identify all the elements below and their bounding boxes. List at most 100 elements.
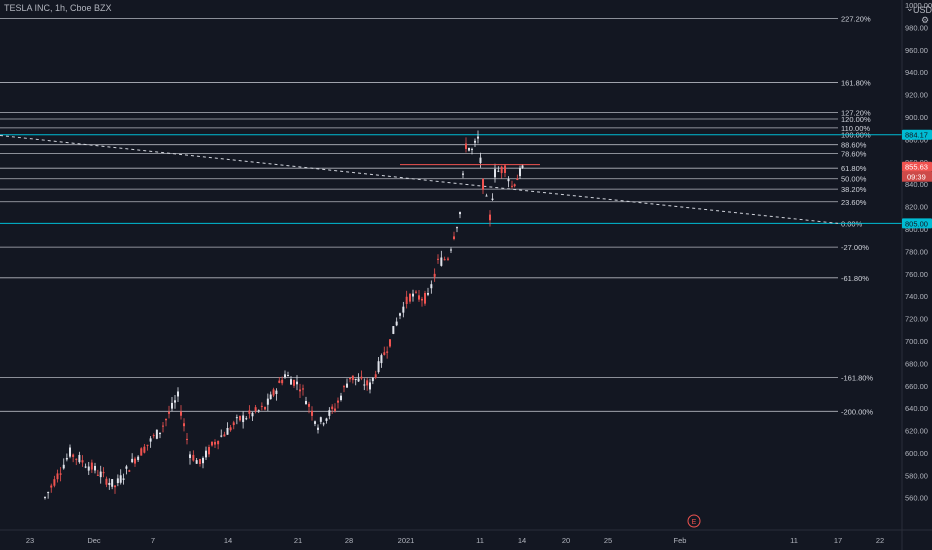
time-tick-label: 11 (476, 536, 484, 545)
candle-body (143, 446, 146, 453)
candle-body (284, 374, 286, 378)
candle-body (84, 466, 87, 468)
candle-body (427, 293, 429, 295)
candle-body (380, 355, 383, 364)
candle-body (94, 465, 96, 471)
candle-body (72, 454, 75, 457)
price-tag-label: 855.63 (905, 163, 928, 172)
candle-body (328, 410, 331, 416)
candle-body (140, 448, 143, 456)
candle-body (134, 458, 136, 464)
time-tick-label: 25 (604, 536, 612, 545)
candle-body (374, 374, 377, 378)
candle-body (87, 466, 90, 471)
candle-body (217, 440, 220, 445)
chevron-down-icon[interactable]: ⌄ (906, 3, 914, 13)
candle-body (456, 227, 458, 229)
candle-body (305, 400, 307, 405)
candle-body (229, 427, 232, 431)
candle-body (254, 407, 257, 412)
price-tag-badge (902, 129, 932, 140)
candle-body (257, 410, 260, 412)
candle-body (395, 321, 398, 326)
time-tick-label: 14 (224, 536, 232, 545)
candle-body (146, 444, 149, 446)
countdown-badge (902, 171, 932, 182)
price-tick-label: 740.00 (905, 292, 928, 301)
candle-body (53, 479, 56, 486)
fib-level-label: 88.60% (841, 141, 867, 150)
fib-level-label: 120.00% (841, 115, 871, 124)
price-tick-label: 580.00 (905, 471, 928, 480)
candle-body (272, 389, 275, 396)
candle-body (174, 400, 176, 403)
candle-body (477, 136, 479, 139)
dashed-trendline[interactable] (0, 134, 839, 224)
fib-level-label: 23.60% (841, 198, 867, 207)
candle-body (479, 157, 482, 163)
candle-body (412, 293, 414, 297)
candle-body (351, 375, 354, 381)
candle-body (340, 395, 342, 401)
candle-body (59, 473, 62, 475)
price-tag-label: 805.00 (905, 219, 928, 228)
candle-body (137, 456, 140, 460)
price-tick-label: 820.00 (905, 203, 928, 212)
overlay: E (400, 164, 701, 528)
candle-body (334, 408, 336, 411)
candle-body (287, 375, 289, 377)
candle-body (152, 435, 155, 437)
candle-body (437, 258, 439, 260)
candle-body (171, 402, 173, 409)
time-axis[interactable]: 23 Dec 7 14 21 28 2021 11 14 20 25 Feb 11 17 22 (0, 529, 932, 545)
candle-body (319, 417, 322, 422)
price-tick-label: 640.00 (905, 404, 928, 413)
candle-body (205, 450, 207, 458)
price-axis[interactable]: 560.00 580.00 600.00 620.00 640.00 660.00 680.… (901, 0, 932, 550)
candle-body (293, 379, 295, 386)
time-tick-label: 7 (151, 536, 155, 545)
time-tick-label: 20 (562, 536, 570, 545)
candle-body (302, 388, 304, 390)
candle-body (195, 460, 198, 464)
candle-body (223, 434, 226, 437)
candle-body (421, 298, 423, 301)
price-tick-label: 840.00 (905, 180, 928, 189)
price-tags: 884.17 855.63 805.00 09:39 (902, 129, 932, 229)
candle-body (260, 405, 263, 407)
price-tick-label: 880.00 (905, 135, 928, 144)
candle-body (47, 492, 50, 494)
time-tick-label: Dec (87, 536, 101, 545)
candle-body (366, 380, 369, 386)
candle-body (239, 415, 241, 421)
candle-body (430, 284, 433, 289)
candle-body (369, 382, 371, 390)
trendline[interactable] (0, 134, 839, 224)
candle-body (116, 478, 119, 484)
candle-body (389, 339, 391, 347)
candle-body (296, 381, 298, 385)
earnings-event-icon[interactable] (687, 514, 701, 528)
price-tick-label: 960.00 (905, 46, 928, 55)
candle-body (349, 377, 351, 380)
candle-body (450, 249, 452, 251)
candle-body (245, 418, 248, 420)
candle-body (392, 326, 395, 334)
candle-body (399, 313, 401, 316)
candle-body (494, 169, 496, 178)
price-tick-label: 700.00 (905, 337, 928, 346)
candle-body (220, 435, 223, 437)
candle-body (433, 273, 436, 277)
fib-level-label: 127.20% (841, 109, 871, 118)
candle-body (202, 457, 204, 464)
fib-level-label: 50.00% (841, 175, 867, 184)
candle-body (516, 178, 519, 181)
candle-body (346, 383, 348, 388)
candle-body (81, 460, 84, 463)
price-tick-label: 760.00 (905, 270, 928, 279)
gear-icon[interactable]: ⚙ (921, 15, 930, 25)
candle-body (119, 475, 122, 483)
candle-body (235, 417, 238, 419)
time-tick-label: 28 (345, 536, 353, 545)
